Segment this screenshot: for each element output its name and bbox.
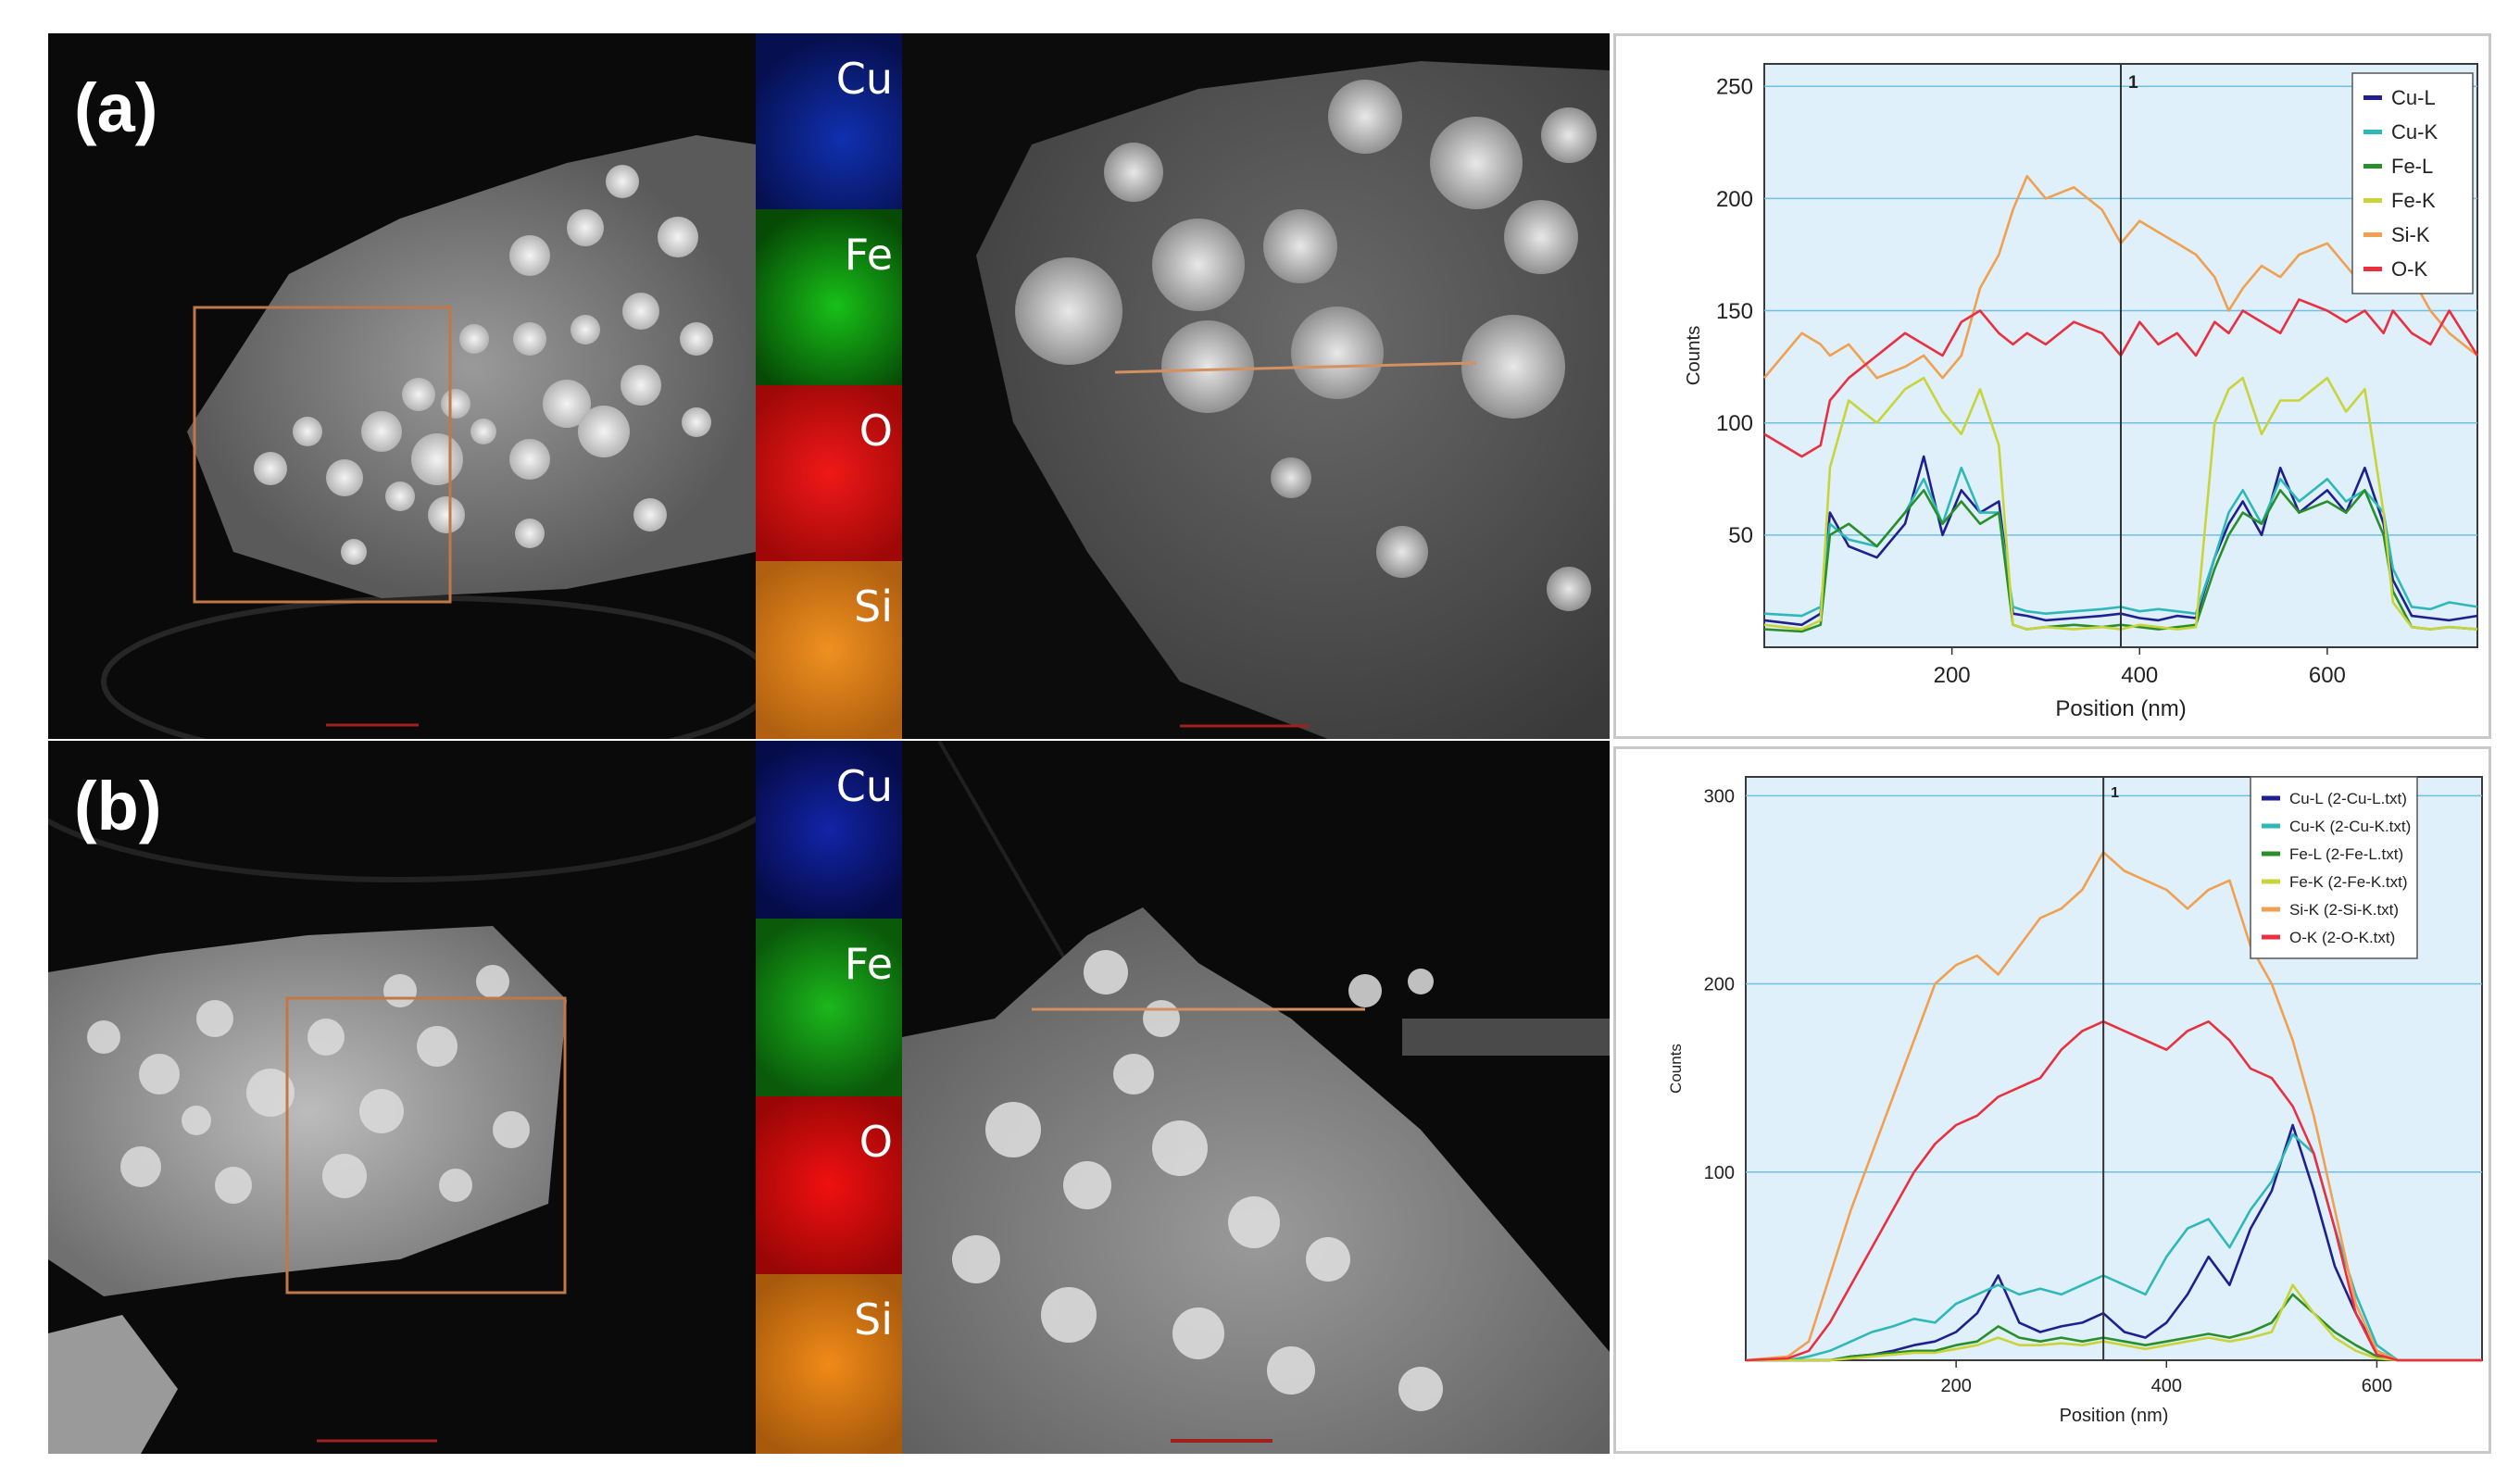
chart-a-series-line-5 xyxy=(1763,298,2479,458)
chart-a-series-line-3 xyxy=(1763,376,2478,631)
fe-map-b: Fe xyxy=(756,919,902,1096)
chart-a-xtick-label: 400 xyxy=(2121,663,2158,688)
chart-a-legend-entry: Si-K xyxy=(2391,223,2430,246)
chart-a-ytick-label: 250 xyxy=(1716,75,1753,100)
fe-map-label-a: Fe xyxy=(844,230,893,280)
chart-b-legend-entry: Cu-L (2-Cu-L.txt) xyxy=(2289,790,2407,807)
chart-b-ytick-label: 100 xyxy=(1704,1163,1735,1183)
chart-b-ytick-label: 200 xyxy=(1704,975,1735,995)
stem-overview-image-b: (b) xyxy=(48,741,756,1454)
si-map-a: Si xyxy=(756,561,902,739)
line-profile-panel-a: 50 100 150 200 250 200 400 600 Position (nm) Coun… xyxy=(1613,33,2491,739)
o-map-label-b: O xyxy=(859,1117,893,1167)
chart-a-series-line-0 xyxy=(1763,455,2478,627)
stem-overview-graphic-a xyxy=(48,33,756,739)
chart-a-series-line-2 xyxy=(1763,489,2478,633)
stem-overview-graphic-b xyxy=(48,741,756,1454)
chart-a-legend-box xyxy=(2351,72,2474,294)
cu-map-label-b: Cu xyxy=(835,761,893,811)
o-map-label-a: O xyxy=(859,406,893,456)
cu-map-label-a: Cu xyxy=(835,54,893,104)
element-map-strip-b: Cu Fe O Si xyxy=(756,741,902,1454)
chart-a-legend-entry: Fe-K xyxy=(2391,189,2436,212)
stem-zoom-graphic-b xyxy=(902,741,1610,1454)
chart-b-xtick-label: 400 xyxy=(2151,1376,2182,1396)
si-map-label-b: Si xyxy=(854,1295,893,1345)
panel-label-b: (b) xyxy=(74,768,162,844)
line-profile-chart-b: 100 200 300 200 400 600 Position (nm) Counts 1 Cu… xyxy=(1667,776,2483,1426)
stem-zoom-image-b xyxy=(902,741,1610,1454)
panel-label-a: (a) xyxy=(74,69,158,146)
chart-b-x-axis-label: Position (nm) xyxy=(2060,1406,2169,1426)
si-map-label-a: Si xyxy=(854,582,893,632)
chart-a-legend-entry: O-K xyxy=(2391,257,2427,281)
chart-a-x-axis-label: Position (nm) xyxy=(2055,696,2186,721)
chart-a-ytick-label: 50 xyxy=(1728,523,1753,548)
chart-a-ytick-label: 100 xyxy=(1716,411,1753,436)
chart-a-ytick-label: 150 xyxy=(1716,299,1753,324)
chart-b-ytick-label: 300 xyxy=(1704,786,1735,807)
chart-a-xtick-label: 200 xyxy=(1934,663,1971,688)
chart-b-legend-entry: Fe-L (2-Fe-L.txt) xyxy=(2289,845,2403,863)
o-map-a: O xyxy=(756,385,902,561)
stem-overview-image-a: (a) xyxy=(48,33,756,739)
chart-b-xtick-label: 600 xyxy=(2362,1376,2392,1396)
chart-b-legend-box xyxy=(2250,776,2418,959)
line-profile-panel-b: 100 200 300 200 400 600 Position (nm) Counts 1 Cu… xyxy=(1613,746,2491,1454)
chart-a-legend-entry: Fe-L xyxy=(2391,155,2433,178)
si-map-b: Si xyxy=(756,1274,902,1454)
chart-b-y-axis-label: Counts xyxy=(1667,1044,1685,1094)
chart-a-legend-entry: Cu-K xyxy=(2391,120,2438,144)
chart-b-legend-entry: O-K (2-O-K.txt) xyxy=(2289,929,2395,946)
stem-zoom-image-a xyxy=(902,33,1610,739)
chart-b-xtick-label: 200 xyxy=(1940,1376,1971,1396)
chart-b-cursor-label: 1 xyxy=(2111,785,2119,801)
stem-zoom-graphic-a xyxy=(902,33,1610,739)
cu-map-a: Cu xyxy=(756,33,902,209)
chart-a-xtick-label: 600 xyxy=(2309,663,2346,688)
chart-a-cursor-label: 1 xyxy=(2128,73,2138,93)
element-map-strip-a: Cu Fe O Si xyxy=(756,33,902,739)
chart-b-legend-entry: Cu-K (2-Cu-K.txt) xyxy=(2289,818,2411,835)
cu-map-b: Cu xyxy=(756,741,902,919)
chart-a-legend-entry: Cu-L xyxy=(2391,86,2436,109)
chart-b-legend-entry: Si-K (2-Si-K.txt) xyxy=(2289,901,2399,919)
o-map-b: O xyxy=(756,1096,902,1274)
chart-a-y-axis-label: Counts xyxy=(1684,326,1704,386)
fe-map-label-b: Fe xyxy=(844,939,893,989)
line-profile-chart-a: 50 100 150 200 250 200 400 600 Position (nm) Coun… xyxy=(1684,63,2479,721)
chart-a-ytick-label: 200 xyxy=(1716,187,1753,212)
fe-map-a: Fe xyxy=(756,209,902,385)
chart-b-legend-entry: Fe-K (2-Fe-K.txt) xyxy=(2289,873,2408,891)
